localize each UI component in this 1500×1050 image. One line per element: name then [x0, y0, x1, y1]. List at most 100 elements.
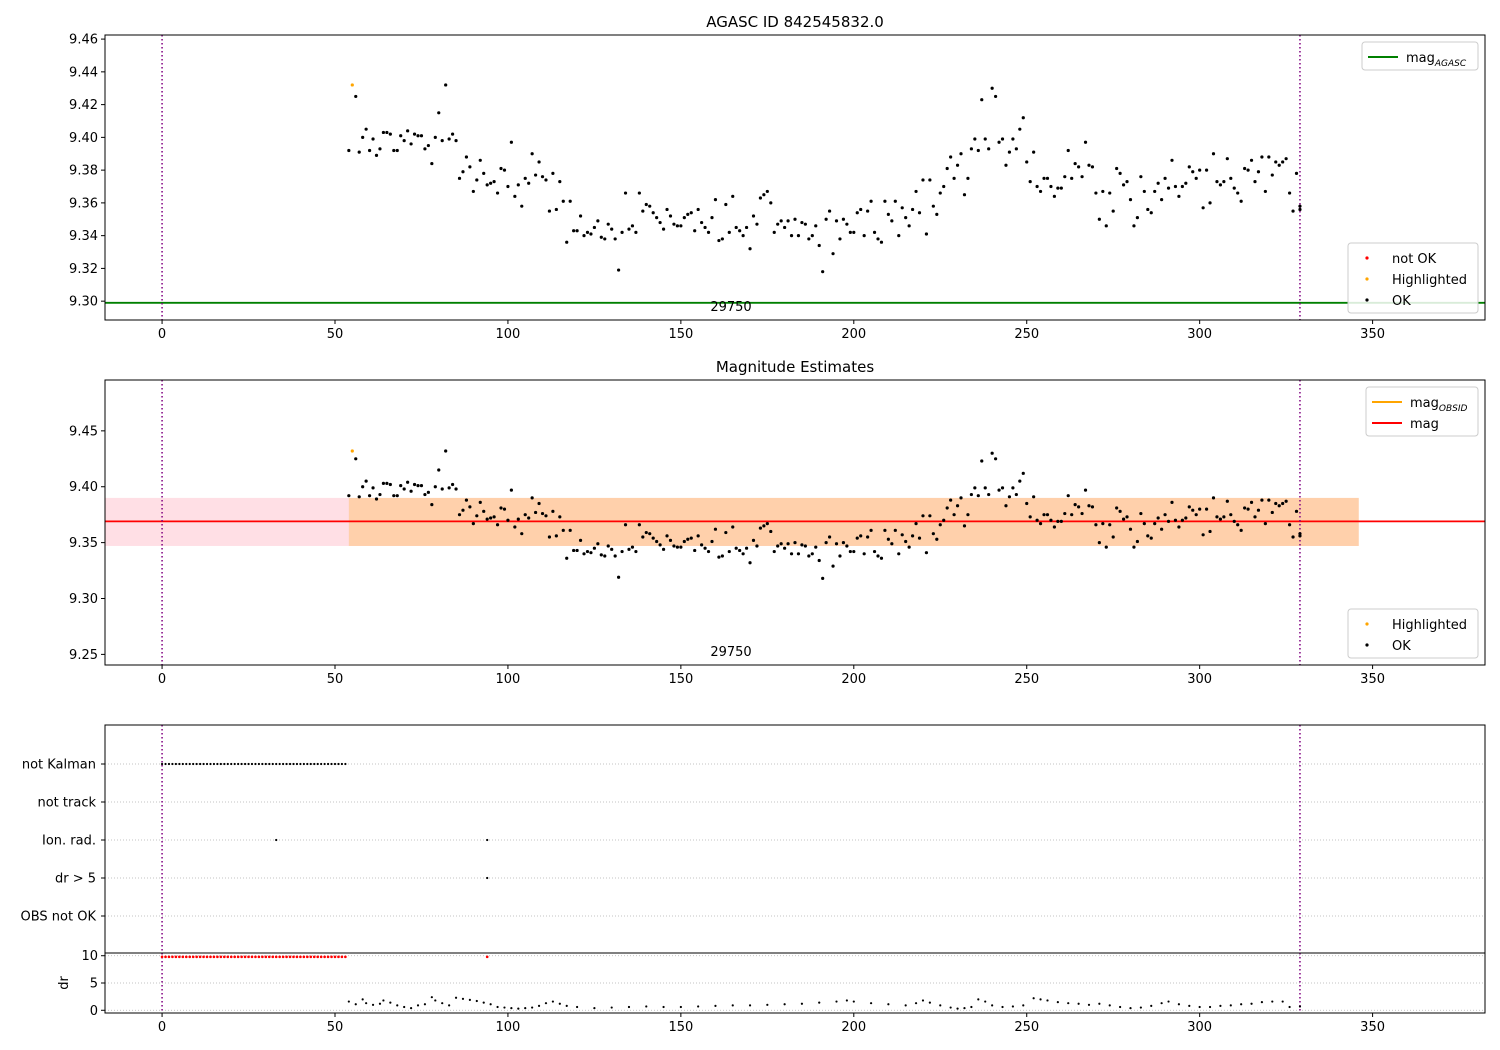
data-point-ok — [841, 217, 846, 221]
dr-clipped-point — [267, 955, 271, 959]
data-point-ok — [1121, 183, 1126, 187]
dr-point — [835, 1000, 838, 1003]
data-point-ok — [1218, 517, 1223, 521]
data-point-ok — [1156, 516, 1160, 520]
data-point-ok — [866, 535, 870, 539]
dr-point — [783, 1003, 786, 1006]
data-point-ok — [1063, 511, 1067, 516]
y-tick-label: 9.36 — [69, 196, 98, 211]
dr-clipped-point — [278, 955, 281, 959]
data-point-ok — [1222, 515, 1226, 519]
dr-point — [482, 1001, 485, 1004]
data-point-ok — [706, 549, 711, 554]
flag-point — [202, 762, 205, 766]
data-point-ok — [610, 547, 614, 551]
data-point-ok — [734, 546, 738, 550]
legend-box — [1361, 41, 1479, 71]
dr-point — [1032, 997, 1035, 1000]
data-point-ok — [509, 488, 513, 492]
data-point-ok — [1025, 501, 1029, 506]
flag-point — [174, 762, 178, 766]
data-point-ok — [1014, 147, 1018, 151]
data-point-ok — [534, 510, 538, 515]
data-point-ok — [1256, 170, 1261, 174]
y-tick-label: 9.45 — [69, 424, 98, 439]
data-point-ok — [1177, 525, 1181, 529]
data-point-ok — [547, 209, 552, 213]
data-point-ok — [568, 528, 572, 532]
data-point-ok — [1004, 163, 1008, 167]
data-point-ok — [1249, 500, 1254, 504]
flag-point — [302, 762, 305, 766]
data-point-ok — [1128, 198, 1133, 202]
data-point-ok — [1236, 191, 1240, 195]
data-point-ok — [371, 137, 375, 141]
data-point-ok — [502, 507, 507, 511]
y-tick-label: 0 — [90, 1004, 98, 1019]
dr-clipped-point — [316, 955, 320, 959]
data-point-ok — [834, 219, 839, 223]
category-label: dr > 5 — [55, 872, 96, 887]
dr-clipped-point — [254, 955, 257, 959]
data-point-ok — [938, 191, 942, 195]
y-tick-label: 9.46 — [69, 33, 98, 48]
data-point-ok — [1125, 515, 1129, 519]
data-point-ok — [1094, 523, 1098, 527]
dr-clipped-point — [171, 955, 174, 959]
data-point-ok — [1260, 155, 1264, 159]
data-point-ok — [1239, 199, 1243, 203]
dr-point — [416, 1004, 420, 1007]
data-point-ok — [367, 148, 372, 153]
dr-point — [914, 1002, 918, 1005]
data-point-ok — [520, 532, 524, 536]
flag-point — [326, 762, 330, 766]
data-point-ok — [603, 237, 607, 241]
dr-clipped-point — [485, 955, 489, 959]
data-point-ok — [831, 252, 835, 256]
data-point-ok — [1274, 501, 1278, 506]
data-point-ok — [1142, 189, 1146, 194]
dr-point — [593, 1006, 596, 1010]
data-point-ok — [852, 549, 856, 554]
dr-clipped-point — [306, 955, 309, 959]
y-tick-label: 9.38 — [69, 164, 98, 179]
data-point-ok — [457, 513, 462, 517]
data-point-ok — [568, 199, 572, 203]
data-point-ok — [1056, 186, 1060, 190]
data-point-ok — [848, 230, 852, 234]
data-point-ok — [962, 524, 967, 528]
dr-point — [448, 1004, 451, 1007]
data-point-ok — [879, 240, 884, 244]
data-point-ok — [630, 545, 635, 549]
data-point-ok — [1180, 518, 1184, 522]
dr-clipped-point — [271, 955, 275, 959]
data-point-ok — [700, 543, 704, 547]
data-point-ok — [627, 547, 631, 551]
data-point-ok — [655, 539, 659, 544]
data-point-ok — [855, 211, 859, 215]
data-point-ok — [440, 139, 444, 143]
data-point-ok — [1215, 515, 1219, 519]
data-point-ok — [827, 209, 832, 213]
data-point-ok — [800, 543, 804, 547]
data-point-ok — [720, 237, 724, 241]
data-point-ok — [924, 232, 929, 236]
data-point-ok — [758, 196, 763, 200]
legend-label-subscript: AGASC — [1434, 59, 1467, 69]
dr-point — [1119, 1005, 1122, 1009]
dr-point — [1108, 1004, 1111, 1007]
dr-point — [766, 1003, 769, 1006]
data-point-ok — [610, 227, 614, 231]
data-point-ok — [810, 234, 814, 238]
data-point-ok — [914, 522, 918, 526]
data-point-ok — [620, 230, 624, 234]
dr-point — [423, 1003, 427, 1006]
dr-clipped-point — [337, 955, 340, 959]
data-point-ok — [990, 451, 994, 455]
data-point-ok — [748, 247, 752, 251]
data-point-ok — [464, 155, 469, 159]
data-point-ok — [897, 552, 901, 556]
data-point-ok — [554, 207, 558, 212]
data-point-ok — [779, 219, 783, 223]
